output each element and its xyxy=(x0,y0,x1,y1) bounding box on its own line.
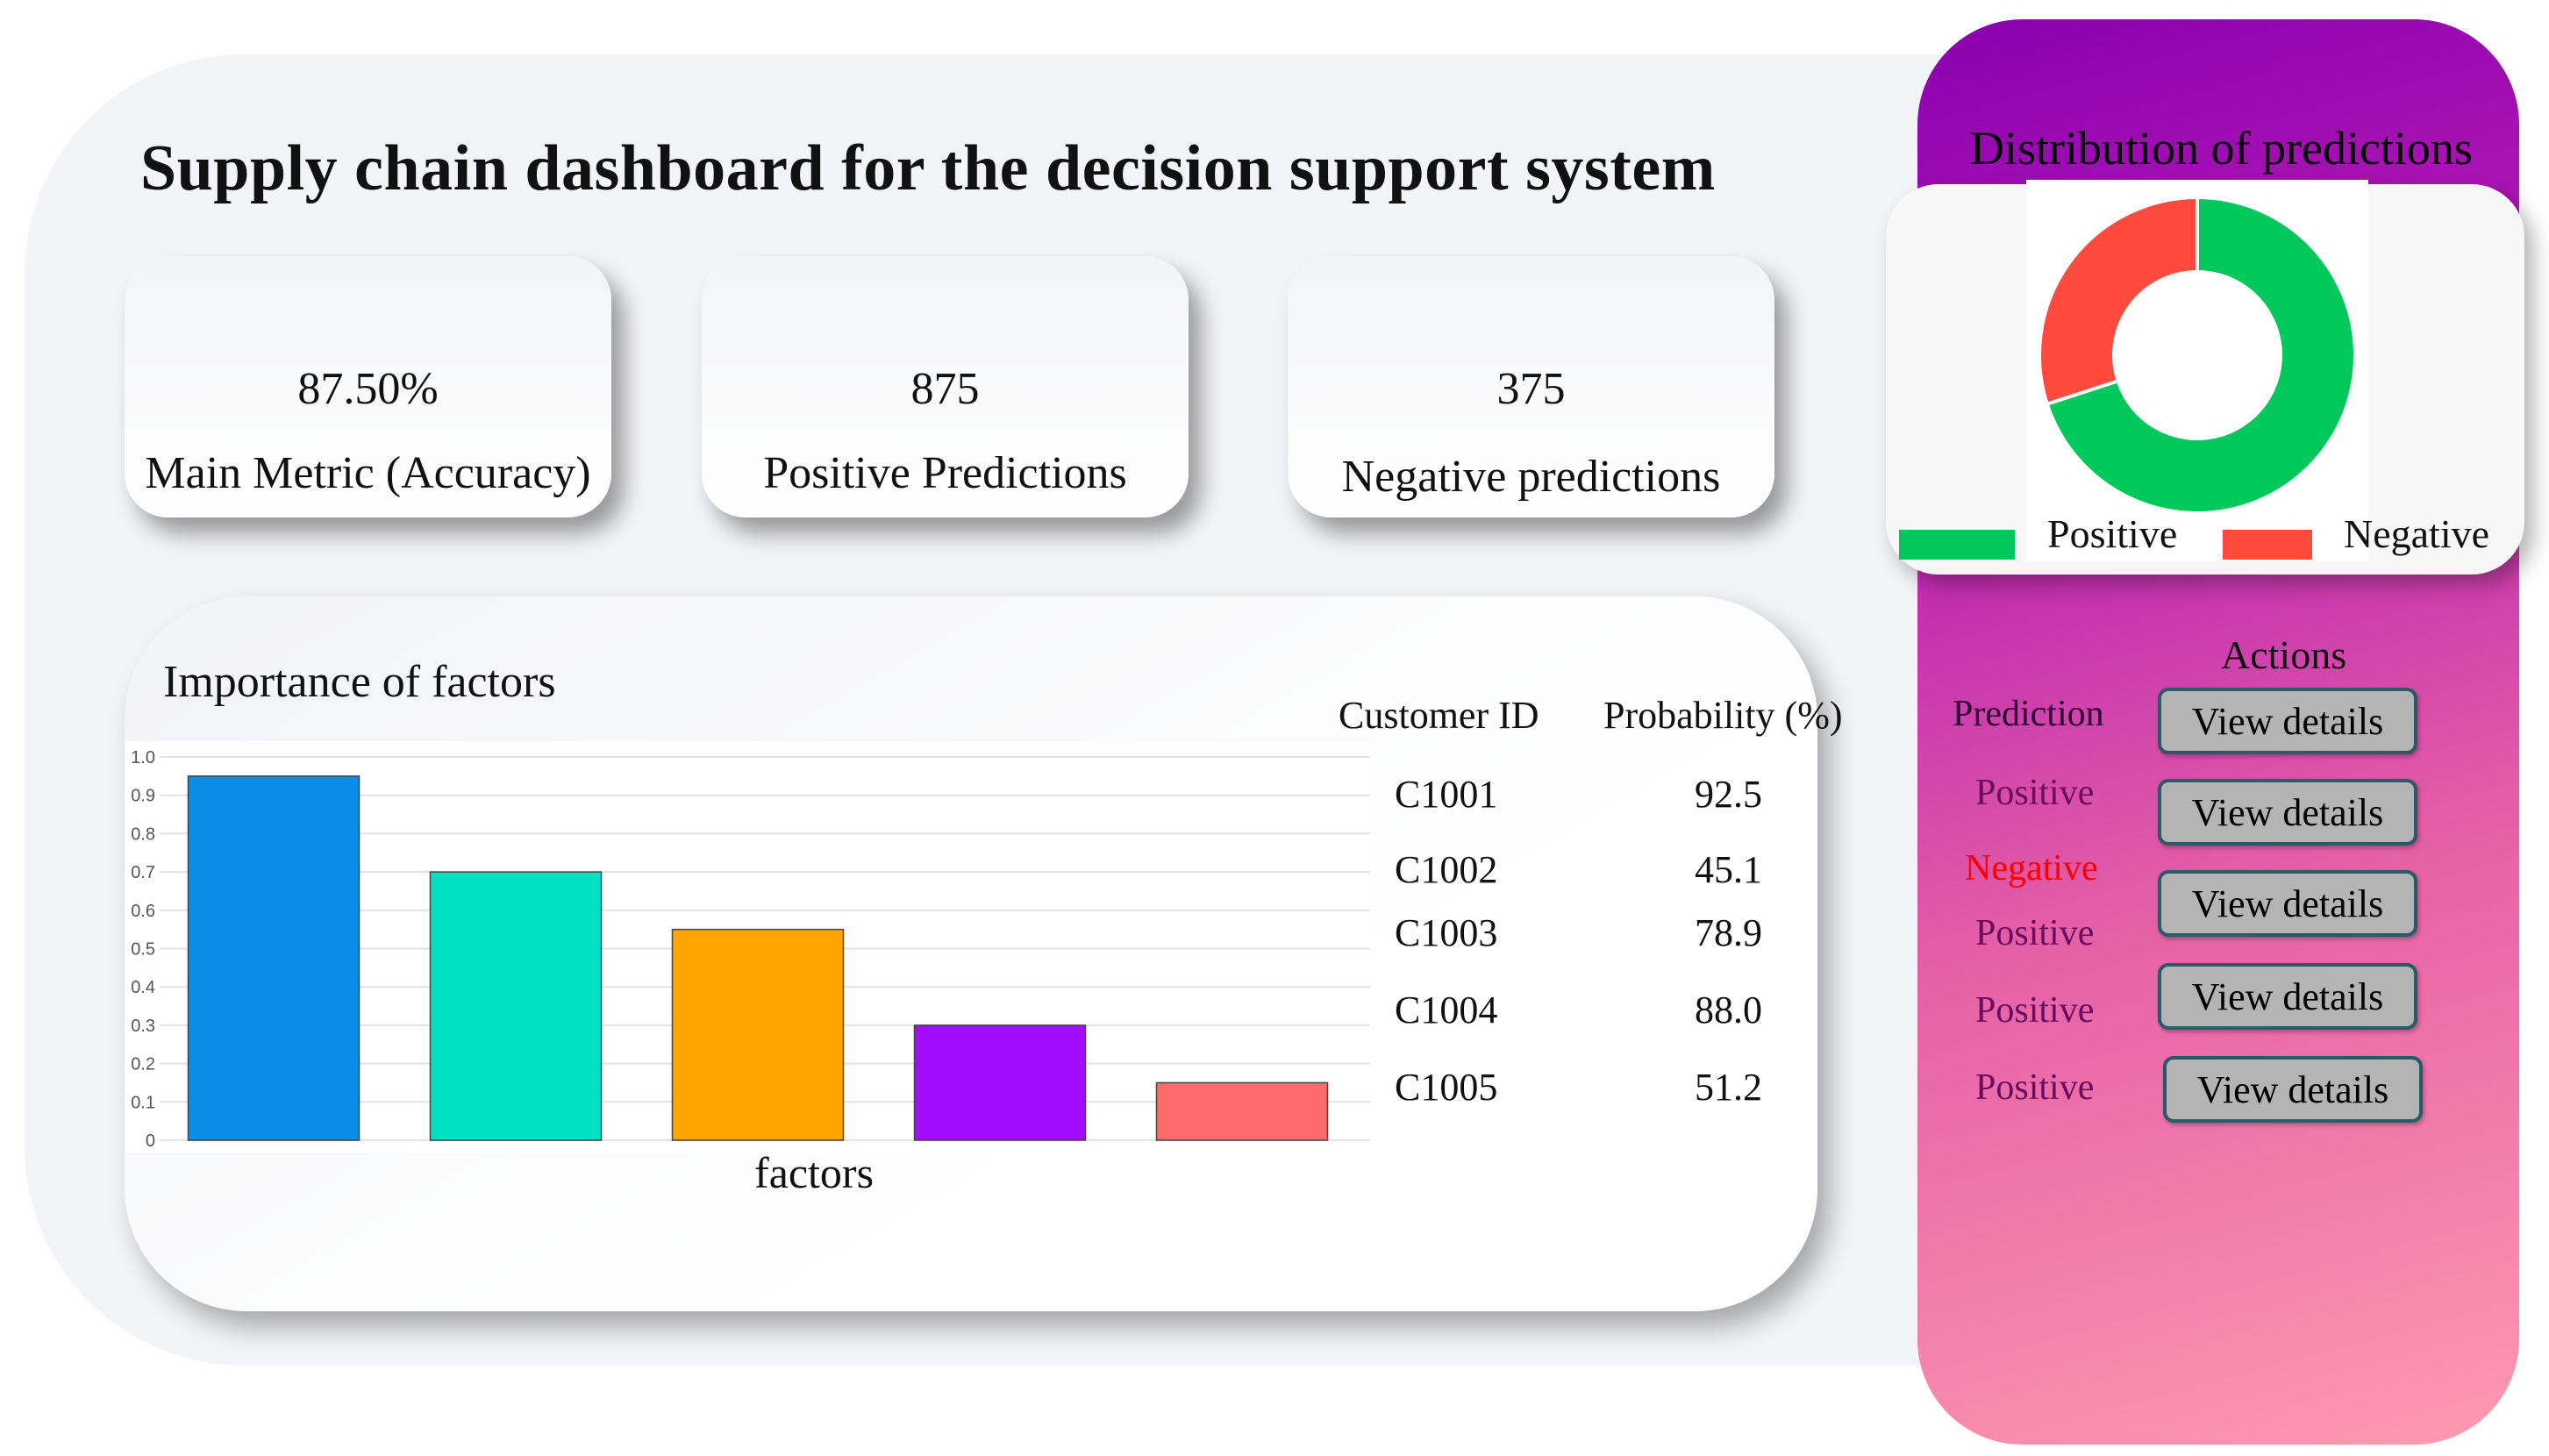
view-details-button[interactable]: View details xyxy=(2158,963,2417,1030)
legend-positive-label: Positive xyxy=(2047,511,2178,556)
prediction-label: Positive xyxy=(1975,913,2095,953)
prediction-label: Positive xyxy=(1975,990,2095,1031)
probability-cell: 78.9 xyxy=(1695,911,1762,954)
prediction-label: Negative xyxy=(1965,848,2098,889)
customer-id-cell: C1005 xyxy=(1395,1066,1498,1109)
accuracy-value: 87.50% xyxy=(297,364,439,414)
actions-header: Actions xyxy=(2221,632,2347,677)
customer-id-cell: C1003 xyxy=(1395,911,1498,954)
y-tick-label: 0 xyxy=(146,1131,155,1151)
donut-chart-box xyxy=(2026,180,2368,561)
view-details-button[interactable]: View details xyxy=(2158,688,2417,754)
customer-id-cell: C1004 xyxy=(1395,989,1498,1031)
legend-negative-swatch xyxy=(2223,530,2312,560)
factor-bar[interactable] xyxy=(187,775,361,1141)
y-tick-label: 0.4 xyxy=(131,978,155,997)
donut-slice-positive[interactable] xyxy=(2045,195,2357,515)
view-details-button[interactable]: View details xyxy=(2158,870,2417,937)
probability-cell: 45.1 xyxy=(1695,848,1762,891)
probability-cell: 51.2 xyxy=(1695,1066,1762,1109)
y-tick-label: 0.7 xyxy=(131,863,155,882)
customer-id-cell: C1002 xyxy=(1395,848,1498,891)
view-details-button[interactable]: View details xyxy=(2163,1056,2423,1123)
chart-xlabel: factors xyxy=(754,1148,875,1197)
customer-id-header: Customer ID xyxy=(1339,694,1539,737)
legend-positive-swatch xyxy=(1899,530,2015,560)
negative-predictions-label: Negative predictions xyxy=(1341,452,1721,502)
factor-bar[interactable] xyxy=(1155,1081,1329,1141)
factor-bar[interactable] xyxy=(671,928,845,1141)
probability-header: Probability (%) xyxy=(1603,694,1843,737)
legend-negative-label: Negative xyxy=(2344,511,2490,556)
factor-bar[interactable] xyxy=(913,1024,1087,1141)
prediction-label: Positive xyxy=(1975,773,2095,813)
y-tick-label: 1.0 xyxy=(131,748,155,767)
customer-id-cell: C1001 xyxy=(1395,773,1498,816)
page-title: Supply chain dashboard for the decision … xyxy=(140,132,1716,204)
probability-cell: 92.5 xyxy=(1695,773,1762,816)
factor-bar[interactable] xyxy=(429,871,603,1141)
y-tick-label: 0.8 xyxy=(131,824,155,844)
y-tick-label: 0.2 xyxy=(131,1055,155,1074)
y-tick-label: 0.1 xyxy=(131,1093,155,1112)
negative-predictions-card: 375 Negative predictions xyxy=(1288,256,1774,517)
factors-title: Importance of factors xyxy=(163,657,556,707)
y-tick-label: 0.5 xyxy=(131,940,155,960)
y-tick-label: 0.3 xyxy=(131,1017,155,1036)
positive-predictions-card: 875 Positive Predictions xyxy=(702,256,1189,517)
y-tick-label: 0.9 xyxy=(131,787,155,806)
donut-slice-negative[interactable] xyxy=(2038,195,2199,407)
distribution-title: Distribution of predictions xyxy=(1970,122,2473,175)
donut-chart xyxy=(2038,195,2357,515)
prediction-header: Prediction xyxy=(1953,694,2104,734)
positive-predictions-label: Positive Predictions xyxy=(763,448,1127,498)
accuracy-label: Main Metric (Accuracy) xyxy=(145,448,591,498)
view-details-button[interactable]: View details xyxy=(2158,779,2417,846)
probability-cell: 88.0 xyxy=(1695,989,1762,1031)
factors-bar-chart: 0 0.1 0.2 0.3 0.4 0.5 0.6 0.7 0.8 0.9 1.0 xyxy=(125,741,1374,1153)
positive-predictions-value: 875 xyxy=(910,364,980,414)
prediction-label: Positive xyxy=(1975,1067,2095,1108)
y-tick-label: 0.6 xyxy=(131,902,155,921)
negative-predictions-value: 375 xyxy=(1496,364,1566,414)
accuracy-card: 87.50% Main Metric (Accuracy) xyxy=(125,256,611,517)
